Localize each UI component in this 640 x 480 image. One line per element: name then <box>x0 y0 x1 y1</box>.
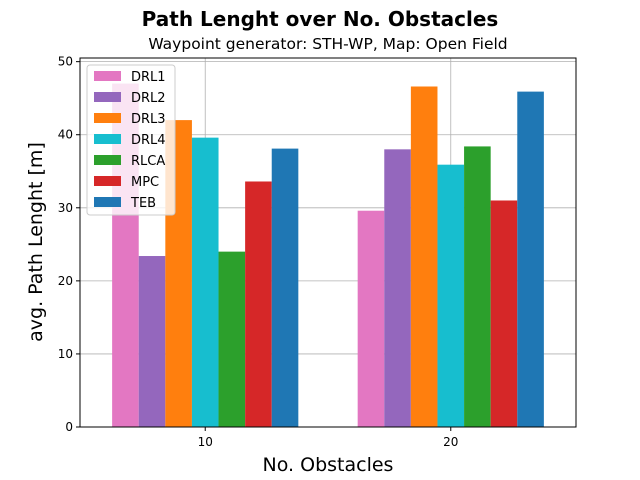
x-axis-label: No. Obstacles <box>263 454 394 476</box>
chart-title: Path Lenght over No. Obstacles <box>142 7 499 31</box>
bar-drl4-10 <box>191 137 219 427</box>
legend-label-drl1: DRL1 <box>131 70 166 85</box>
legend-swatch-drl1 <box>94 71 121 81</box>
bar-teb-10 <box>271 148 299 427</box>
bar-teb-20 <box>517 91 544 427</box>
legend-label-drl3: DRL3 <box>131 112 166 127</box>
y-tick-label: 20 <box>58 274 73 288</box>
bar-drl2-20 <box>384 149 411 427</box>
x-tick-label: 20 <box>443 435 458 449</box>
legend-label-drl4: DRL4 <box>131 133 166 148</box>
x-axis: 10 20 <box>198 427 458 449</box>
legend-swatch-rlca <box>94 155 121 165</box>
bar-rlca-10 <box>218 251 246 427</box>
y-axis-label: avg. Path Lenght [m] <box>25 142 47 342</box>
x-tick-label: 10 <box>198 435 213 449</box>
y-tick-label: 50 <box>58 55 73 69</box>
legend: DRL1 DRL2 DRL3 DRL4 RLCA MPC TEB <box>86 64 176 216</box>
bar-drl2-10 <box>138 256 166 427</box>
legend-swatch-drl4 <box>94 134 121 144</box>
y-tick-label: 30 <box>58 201 73 215</box>
bar-drl4-20 <box>437 164 465 427</box>
legend-swatch-drl2 <box>94 92 121 102</box>
plot-frame <box>79 57 577 428</box>
y-axis: 0 10 20 30 40 50 <box>58 55 80 434</box>
bar-mpc-10 <box>245 181 272 427</box>
y-tick-label: 10 <box>58 347 73 361</box>
bar-rlca-20 <box>464 146 491 427</box>
y-tick-label: 40 <box>58 128 73 142</box>
legend-label-drl2: DRL2 <box>131 91 166 106</box>
chart-subtitle: Waypoint generator: STH-WP, Map: Open Fi… <box>148 35 507 53</box>
bar-drl3-20 <box>410 86 438 427</box>
y-tick-label: 0 <box>65 420 73 434</box>
bars-group <box>112 83 544 428</box>
legend-label-rlca: RLCA <box>131 154 165 169</box>
legend-label-teb: TEB <box>130 196 156 211</box>
legend-swatch-drl3 <box>94 113 121 123</box>
legend-swatch-mpc <box>94 176 121 186</box>
bar-mpc-20 <box>490 200 518 427</box>
legend-swatch-teb <box>94 197 121 207</box>
bar-drl1-20 <box>357 210 385 427</box>
legend-label-mpc: MPC <box>131 175 159 190</box>
